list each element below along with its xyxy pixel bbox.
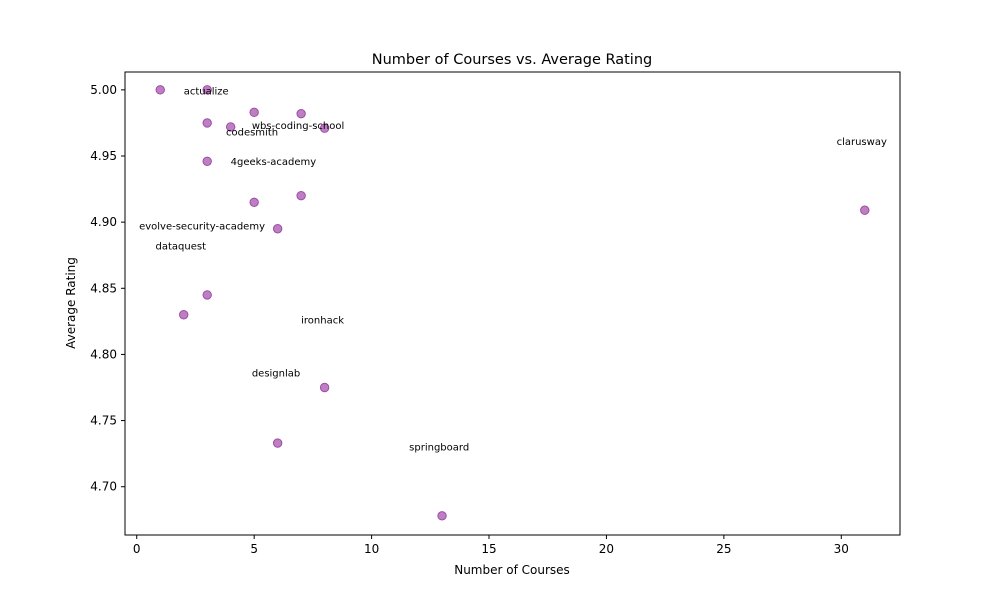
x-axis-ticks: 0 5 10 15 20 25 30 [133, 535, 849, 556]
point-annotation: springboard [409, 443, 469, 454]
data-point [272, 224, 283, 234]
x-tick-label: 5 [250, 542, 258, 556]
data-point [202, 85, 212, 95]
data-point [155, 85, 165, 95]
data-point [319, 382, 330, 393]
x-tick-label: 0 [133, 542, 141, 556]
y-tick-label: 4.95 [90, 149, 117, 163]
data-point [860, 205, 870, 215]
point-annotation: ironhack [301, 316, 344, 327]
data-point [319, 123, 330, 133]
data-point [437, 511, 447, 521]
plot-frame [124, 71, 901, 536]
point-annotation: evolve-security-academy [139, 222, 265, 233]
data-point [249, 107, 259, 118]
data-point [249, 197, 259, 208]
point-annotation: 4geeks-academy [231, 157, 317, 168]
point-annotation: designlab [252, 368, 300, 379]
data-point [202, 156, 212, 166]
y-tick-label: 4.70 [90, 480, 117, 494]
plot-area: 0 5 10 15 20 25 30 4.70 4.75 4.80 4.85 4.90 4.95 5.0… [90, 71, 901, 556]
y-tick-label: 4.85 [90, 281, 117, 295]
x-tick-label: 20 [599, 542, 614, 556]
x-tick-label: 25 [716, 542, 731, 556]
x-tick-label: 10 [364, 542, 379, 556]
data-point [202, 118, 212, 128]
y-tick-label: 4.80 [90, 347, 117, 361]
data-point [272, 438, 283, 448]
x-tick-label: 30 [834, 542, 849, 556]
point-annotation: wbs-coding-school [252, 121, 344, 132]
x-axis-label: Number of Courses [454, 563, 570, 577]
y-tick-label: 4.75 [90, 414, 117, 428]
data-point [225, 122, 236, 132]
point-annotation: clarusway [837, 137, 887, 148]
y-tick-label: 5.00 [90, 83, 117, 97]
point-annotation: codesmith [226, 128, 278, 139]
y-axis-ticks: 4.70 4.75 4.80 4.85 4.90 4.95 5.00 [90, 83, 125, 494]
y-axis-label: Average Rating [64, 257, 78, 349]
x-tick-label: 15 [481, 542, 496, 556]
y-tick-label: 4.90 [90, 215, 117, 229]
data-point [179, 310, 189, 320]
points-layer [155, 85, 870, 521]
chart-title: Number of Courses vs. Average Rating [372, 52, 652, 68]
point-annotation: dataquest [156, 241, 207, 252]
data-point [202, 290, 212, 300]
data-point [296, 108, 306, 119]
point-annotation: actualize [184, 87, 229, 98]
data-point [296, 190, 306, 201]
